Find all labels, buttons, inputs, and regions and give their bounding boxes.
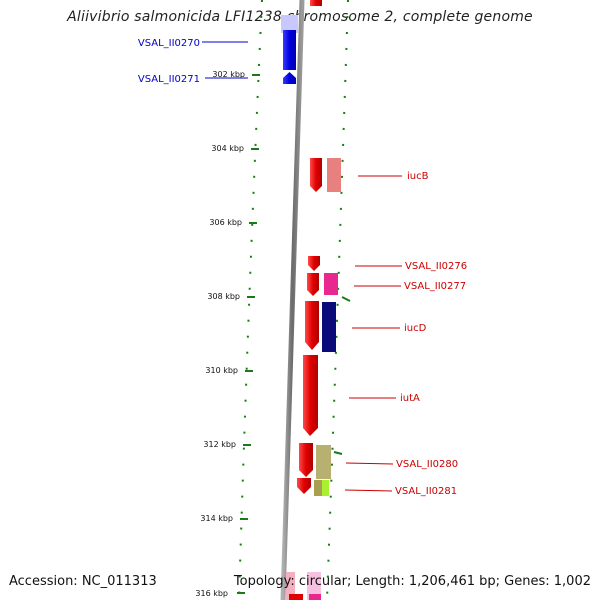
tick-mark (341, 296, 351, 302)
gene-feature[interactable] (324, 273, 338, 295)
gene-feature[interactable] (322, 302, 336, 352)
gene-label[interactable]: VSAL_II0277 (404, 281, 466, 292)
gene-feature[interactable] (305, 301, 319, 350)
gene-feature[interactable] (283, 30, 296, 70)
topology-info: Topology: circular; Length: 1,206,461 bp… (233, 574, 591, 589)
label-connector (344, 489, 393, 492)
backbone (280, 0, 305, 600)
tick-labels: 302 kbp 304 kbp 306 kbp 308 kbp 310 kbp … (195, 70, 245, 598)
gene-label[interactable]: VSAL_II0271 (138, 74, 200, 85)
gene-label[interactable]: VSAL_II0280 (396, 459, 458, 470)
tick-label: 306 kbp (209, 218, 242, 227)
gene-feature[interactable] (307, 273, 319, 296)
gene-label[interactable]: VSAL_II0276 (405, 261, 467, 272)
tick-label: 316 kbp (195, 589, 228, 598)
tick-label: 312 kbp (203, 440, 236, 449)
label-connector (345, 462, 394, 465)
gene-feature[interactable] (316, 445, 331, 479)
gene-feature[interactable] (307, 572, 321, 600)
gene-label[interactable]: iutA (400, 393, 420, 404)
gene-feature[interactable] (322, 480, 329, 496)
gene-feature[interactable] (303, 355, 318, 436)
gene-label[interactable]: iucD (404, 323, 427, 334)
gene-feature-highlight (281, 15, 298, 33)
gene-label[interactable]: VSAL_II0270 (138, 38, 200, 49)
gene-feature[interactable] (310, 158, 322, 192)
gene-feature[interactable] (299, 443, 313, 477)
accession-label: Accession: NC_011313 (9, 574, 157, 589)
gene-feature[interactable] (309, 594, 321, 600)
gene-feature[interactable] (283, 72, 296, 84)
gene-labels: VSAL_II0270 VSAL_II0271 iucB VSAL_II0276… (138, 38, 467, 497)
gene-feature[interactable] (286, 572, 295, 600)
gene-label[interactable]: VSAL_II0281 (395, 486, 457, 497)
gene-feature[interactable] (327, 158, 341, 192)
tick-label: 302 kbp (212, 70, 245, 79)
tick-marks (237, 74, 351, 594)
outer-dotted-ring (326, 0, 349, 600)
tick-label: 304 kbp (211, 144, 244, 153)
tick-label: 314 kbp (200, 514, 233, 523)
tick-mark (333, 451, 343, 455)
tick-label: 310 kbp (205, 366, 238, 375)
label-connectors (202, 41, 402, 492)
gene-feature[interactable] (289, 594, 303, 600)
gene-label[interactable]: iucB (407, 171, 429, 182)
inner-dotted-ring (238, 0, 263, 600)
gene-feature[interactable] (310, 0, 322, 6)
gene-feature[interactable] (308, 256, 320, 271)
gene-feature[interactable] (297, 478, 311, 494)
tick-label: 308 kbp (207, 292, 240, 301)
